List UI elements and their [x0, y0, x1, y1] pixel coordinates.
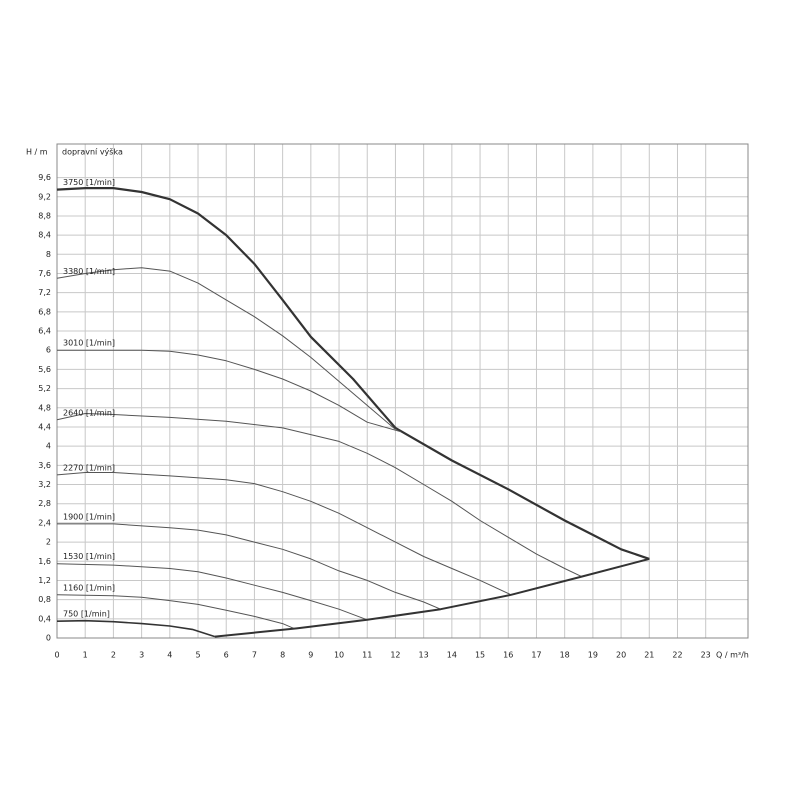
x-tick-label: 10 [334, 651, 344, 660]
x-tick-label: 14 [447, 651, 457, 660]
curve-label: 1530 [1/min] [63, 552, 115, 561]
y-tick-label: 4,4 [38, 422, 51, 431]
curve-label: 1900 [1/min] [63, 512, 115, 521]
curve [56, 187, 650, 560]
x-tick-label: 21 [644, 651, 654, 660]
y-tick-label: 6,8 [38, 307, 51, 316]
x-tick-label: 19 [588, 651, 598, 660]
x-tick-label: 22 [672, 651, 682, 660]
x-tick-label: 5 [195, 651, 200, 660]
curve [56, 594, 295, 629]
curve-label: 750 [1/min] [63, 610, 110, 619]
x-tick-label: 16 [503, 651, 513, 660]
y-tick-label: 2 [46, 538, 51, 547]
x-tick-label: 9 [308, 651, 313, 660]
y-tick-label: 7,2 [38, 288, 51, 297]
x-tick-label: 17 [531, 651, 541, 660]
y-axis-label: H / m [26, 148, 48, 157]
x-tick-label: 6 [224, 651, 229, 660]
y-tick-label: 8,4 [38, 231, 51, 240]
y-tick-label: 0,8 [38, 595, 51, 604]
curve [57, 523, 441, 610]
curve [214, 557, 650, 638]
y-tick-label: 4,8 [38, 403, 51, 412]
y-tick-label: 4 [46, 442, 51, 451]
y-tick-label: 2,8 [38, 499, 51, 508]
x-axis-label: Q / m³/h [716, 651, 749, 660]
curve [56, 563, 368, 621]
y-tick-label: 7,6 [38, 269, 51, 278]
y-tick-label: 5,6 [38, 365, 51, 374]
y-tick-label: 3,6 [38, 461, 51, 470]
y-tick-label: 8 [46, 250, 51, 259]
y-tick-label: 9,6 [38, 173, 51, 182]
curve-label: 1160 [1/min] [63, 583, 115, 592]
x-tick-label: 8 [280, 651, 285, 660]
x-tick-label: 18 [560, 651, 570, 660]
curve-label: 3750 [1/min] [63, 178, 115, 187]
x-tick-label: 0 [54, 651, 59, 660]
x-tick-label: 12 [390, 651, 400, 660]
y-tick-label: 5,2 [38, 384, 51, 393]
x-tick-label: 11 [362, 651, 372, 660]
curve-label: 3010 [1/min] [63, 339, 115, 348]
y-tick-label: 6 [46, 346, 51, 355]
y-tick-label: 9,2 [38, 192, 51, 201]
plot-frame [56, 143, 749, 639]
curve [56, 413, 582, 578]
y-tick-label: 1,2 [38, 576, 51, 585]
y-tick-label: 6,4 [38, 327, 51, 336]
y-tick-label: 2,4 [38, 518, 51, 527]
curve-label: 2270 [1/min] [63, 463, 115, 472]
curve-label: 3380 [1/min] [63, 267, 115, 276]
x-tick-label: 23 [701, 651, 711, 660]
y-axis-sublabel: dopravní výška [62, 147, 123, 157]
x-tick-label: 15 [475, 651, 485, 660]
curve [57, 349, 402, 433]
y-tick-label: 3,2 [38, 480, 51, 489]
y-tick-label: 0,4 [38, 614, 51, 623]
x-tick-label: 3 [139, 651, 144, 660]
curve [56, 472, 512, 596]
y-tick-label: 0 [46, 634, 51, 643]
curve [56, 267, 396, 430]
x-tick-label: 2 [111, 651, 116, 660]
x-tick-label: 13 [419, 651, 429, 660]
x-tick-label: 4 [167, 651, 172, 660]
y-tick-label: 8,8 [38, 211, 51, 220]
y-tick-label: 1,6 [38, 557, 51, 566]
x-tick-label: 1 [83, 651, 88, 660]
curve-label: 2640 [1/min] [63, 408, 115, 417]
curve [56, 619, 216, 638]
x-tick-label: 7 [252, 651, 257, 660]
x-tick-label: 20 [616, 651, 626, 660]
